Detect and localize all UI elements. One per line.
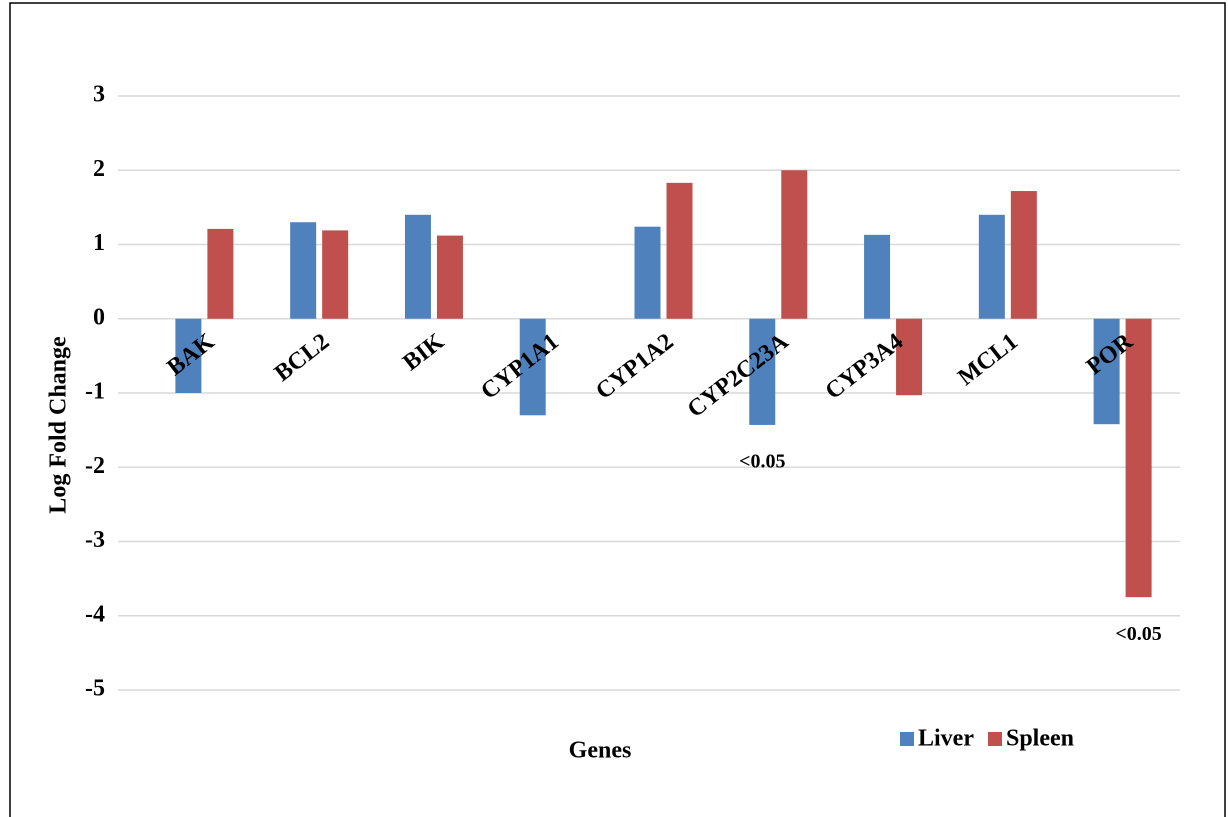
bar [864, 234, 891, 319]
bar [1093, 318, 1120, 425]
legend-label: Liver [918, 726, 974, 752]
bar [1010, 191, 1037, 319]
x-tick-label: MCL1 [953, 329, 1023, 391]
bar [978, 214, 1005, 319]
bar [781, 170, 808, 319]
x-tick-label: BCL2 [270, 329, 334, 387]
bar [896, 318, 923, 396]
y-tick-label: 2 [93, 156, 105, 182]
y-tick-label: -4 [85, 601, 105, 627]
bar [436, 235, 463, 319]
bar [666, 182, 693, 319]
y-tick-label: -5 [85, 676, 105, 702]
bar [207, 228, 234, 319]
annotation: <0.05 [1115, 623, 1161, 645]
y-tick-label: 3 [93, 82, 105, 108]
bar [290, 222, 317, 319]
bar [322, 230, 349, 319]
x-tick-label: BIK [398, 328, 449, 376]
annotation: <0.05 [739, 451, 785, 473]
legend-swatch [900, 732, 914, 746]
chart-frame [9, 2, 1226, 817]
x-tick-label: CYP2C23A [683, 328, 794, 423]
bar [634, 226, 661, 319]
y-tick-label: 0 [93, 304, 105, 330]
y-axis-title: Log Fold Change [46, 336, 72, 514]
bar [519, 318, 546, 416]
y-tick-label: 1 [93, 230, 105, 256]
y-tick-label: -2 [85, 453, 105, 479]
bar [749, 318, 776, 425]
bar [175, 318, 202, 393]
bar [1125, 318, 1152, 598]
bar [404, 214, 431, 319]
legend-swatch [987, 732, 1002, 746]
y-tick-label: -1 [85, 379, 105, 405]
y-tick-label: -3 [85, 527, 105, 553]
legend-label: Spleen [1006, 726, 1074, 752]
x-axis-title: Genes [569, 738, 632, 764]
